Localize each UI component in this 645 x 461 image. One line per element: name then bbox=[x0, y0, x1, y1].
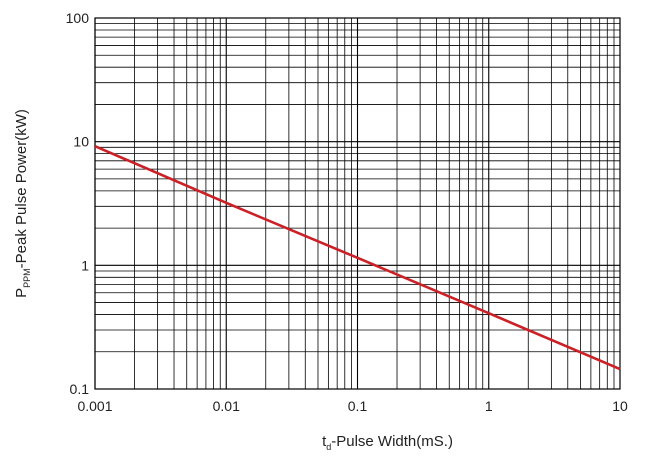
y-tick-label: 100 bbox=[66, 10, 90, 26]
x-axis-title-subscript: d bbox=[326, 442, 331, 452]
x-tick-label: 1 bbox=[485, 398, 493, 414]
x-tick-label: 0.001 bbox=[77, 398, 112, 414]
x-axis-title: td-Pulse Width(mS.) bbox=[322, 433, 453, 452]
x-tick-label: 10 bbox=[612, 398, 628, 414]
tick-labels: 0.001 0.01 0.1 1 10 0.1 1 10 100 bbox=[66, 10, 628, 414]
x-axis-title-text: -Pulse Width(mS.) bbox=[331, 433, 453, 450]
x-tick-label: 0.1 bbox=[348, 398, 368, 414]
y-axis-title-prefix: P bbox=[13, 288, 30, 298]
x-tick-label: 0.01 bbox=[213, 398, 240, 414]
y-tick-label: 1 bbox=[81, 257, 89, 273]
x-axis-title-prefix: t bbox=[322, 433, 327, 450]
y-axis-title-subscript: PPM bbox=[22, 268, 32, 288]
grid bbox=[94, 18, 620, 390]
plot-frame bbox=[94, 17, 621, 390]
y-axis-title: PPPM-Peak Pulse Power(kW) bbox=[13, 109, 32, 298]
y-axis-title-text: -Peak Pulse Power(kW) bbox=[13, 109, 30, 268]
series-layer bbox=[94, 144, 621, 371]
series-line bbox=[94, 144, 621, 371]
y-tick-label: 10 bbox=[73, 134, 89, 150]
y-tick-label: 0.1 bbox=[70, 381, 90, 397]
